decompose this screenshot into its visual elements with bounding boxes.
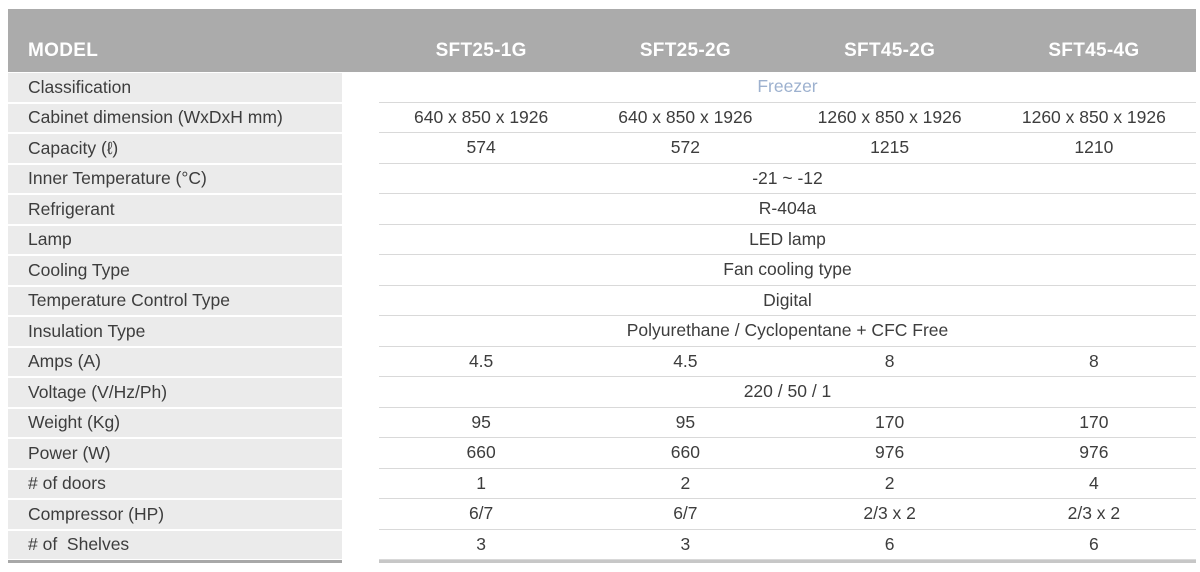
spec-value: 572: [670, 137, 700, 158]
spec-value: 95: [675, 411, 696, 432]
bottom-border-data-segment: [379, 560, 1196, 563]
row-label: Refrigerant: [8, 195, 342, 224]
spec-row-doors: # of doors 1 2 2 4: [8, 469, 1196, 500]
row-label: Power (W): [8, 439, 342, 468]
spec-value: 660: [466, 442, 496, 463]
row-label: Compressor (HP): [8, 500, 342, 529]
spec-value-spanned: Polyurethane / Cyclopentane + CFC Free: [626, 320, 949, 341]
spec-value: 640 x 850 x 1926: [618, 106, 753, 127]
gutter: [342, 225, 379, 256]
table-header-row: MODEL SFT25-1G SFT25-2G SFT45-2G SFT45-4…: [8, 9, 1196, 72]
spec-row-lamp: Lamp LED lamp: [8, 225, 1196, 256]
spec-value-spanned: Digital: [763, 289, 812, 310]
gutter: [342, 438, 379, 469]
spec-value: 4: [1089, 472, 1099, 493]
row-label: Capacity (ℓ): [8, 134, 342, 163]
spec-row-cooling-type: Cooling Type Fan cooling type: [8, 255, 1196, 286]
row-label: Weight (Kg): [8, 408, 342, 437]
spec-value: 2: [680, 472, 691, 493]
model-column-header: SFT45-2G: [844, 40, 936, 61]
row-label: Insulation Type: [8, 317, 342, 346]
spec-row-temperature-control-type: Temperature Control Type Digital: [8, 286, 1196, 317]
row-label: Voltage (V/Hz/Ph): [8, 378, 342, 407]
row-label: # of doors: [8, 469, 342, 498]
model-header-label: MODEL: [28, 40, 99, 61]
gutter: [342, 133, 379, 164]
product-spec-table: MODEL SFT25-1G SFT25-2G SFT45-2G SFT45-4…: [8, 9, 1196, 563]
row-label: Cooling Type: [8, 256, 342, 285]
gutter: [342, 103, 379, 134]
spec-value: 6: [884, 533, 895, 554]
gutter: [342, 316, 379, 347]
table-bottom-border: [8, 560, 1196, 563]
gutter: [342, 499, 379, 530]
row-label: Classification: [8, 73, 342, 102]
gutter: [342, 286, 379, 317]
spec-value-spanned: LED lamp: [749, 228, 826, 249]
spec-value: 4.5: [468, 350, 494, 371]
gutter: [342, 164, 379, 195]
bottom-border-label-segment: [8, 560, 342, 563]
spec-value: 4.5: [673, 350, 698, 371]
row-label: Amps (A): [8, 347, 342, 376]
spec-value: 170: [1079, 411, 1109, 432]
spec-row-amps: Amps (A) 4.5 4.5 8 8: [8, 347, 1196, 378]
spec-value: 1215: [870, 137, 910, 158]
spec-value: 3: [680, 533, 691, 554]
spec-value: 2/3 x 2: [863, 503, 916, 524]
row-label: Inner Temperature (°C): [8, 164, 342, 193]
spec-value-spanned: R-404a: [758, 198, 817, 219]
gutter: [342, 255, 379, 286]
row-label: Temperature Control Type: [8, 286, 342, 315]
model-column-header: SFT45-4G: [1048, 40, 1140, 61]
spec-value: 1260 x 850 x 1926: [1021, 106, 1166, 127]
spec-value: 8: [1089, 350, 1099, 371]
spec-row-insulation-type: Insulation Type Polyurethane / Cyclopent…: [8, 316, 1196, 347]
spec-value: 6/7: [673, 503, 698, 524]
gutter: [342, 194, 379, 225]
gutter: [342, 530, 379, 561]
spec-row-refrigerant: Refrigerant R-404a: [8, 194, 1196, 225]
gutter: [342, 377, 379, 408]
spec-value-spanned: -21 ~ -12: [752, 167, 823, 188]
spec-value: 3: [476, 533, 486, 554]
spec-value: 95: [471, 411, 491, 432]
spec-value: 976: [875, 442, 905, 463]
spec-value: 640 x 850 x 1926: [413, 106, 549, 127]
model-column-header: SFT25-2G: [639, 40, 731, 61]
row-label: Cabinet dimension (WxDxH mm): [8, 103, 342, 132]
spec-value: 2: [884, 472, 895, 493]
bottom-border-gutter: [342, 560, 379, 563]
spec-row-capacity: Capacity (ℓ) 574 572 1215 1210: [8, 133, 1196, 164]
gutter: [342, 469, 379, 500]
spec-row-classification: Classification Freezer: [8, 72, 1196, 103]
spec-value: 170: [875, 411, 905, 432]
spec-row-inner-temperature: Inner Temperature (°C) -21 ~ -12: [8, 164, 1196, 195]
spec-value: 660: [670, 442, 700, 463]
spec-row-power: Power (W) 660 660 976 976: [8, 438, 1196, 469]
spec-value: 1210: [1074, 137, 1114, 158]
spec-value-spanned: 220 / 50 / 1: [743, 381, 832, 402]
spec-value: 2/3 x 2: [1067, 503, 1121, 524]
spec-value: 1260 x 850 x 1926: [817, 106, 962, 127]
spec-value-spanned: Freezer: [757, 76, 818, 97]
gutter: [342, 408, 379, 439]
spec-row-cabinet-dimension: Cabinet dimension (WxDxH mm) 640 x 850 x…: [8, 103, 1196, 134]
gutter: [342, 347, 379, 378]
spec-row-shelves: # of Shelves 3 3 6 6: [8, 530, 1196, 561]
spec-value: 8: [884, 350, 895, 371]
spec-value: 976: [1079, 442, 1109, 463]
spec-row-weight: Weight (Kg) 95 95 170 170: [8, 408, 1196, 439]
spec-value-spanned: Fan cooling type: [723, 259, 852, 280]
gutter: [342, 72, 379, 103]
spec-value: 6: [1089, 533, 1099, 554]
spec-row-voltage: Voltage (V/Hz/Ph) 220 / 50 / 1: [8, 377, 1196, 408]
model-column-header: SFT25-1G: [435, 40, 527, 61]
row-label: Lamp: [8, 225, 342, 254]
spec-value: 1: [476, 472, 486, 493]
spec-value: 6/7: [468, 503, 494, 524]
spec-row-compressor: Compressor (HP) 6/7 6/7 2/3 x 2 2/3 x 2: [8, 499, 1196, 530]
row-label: # of Shelves: [8, 530, 342, 559]
spec-value: 574: [466, 137, 496, 158]
